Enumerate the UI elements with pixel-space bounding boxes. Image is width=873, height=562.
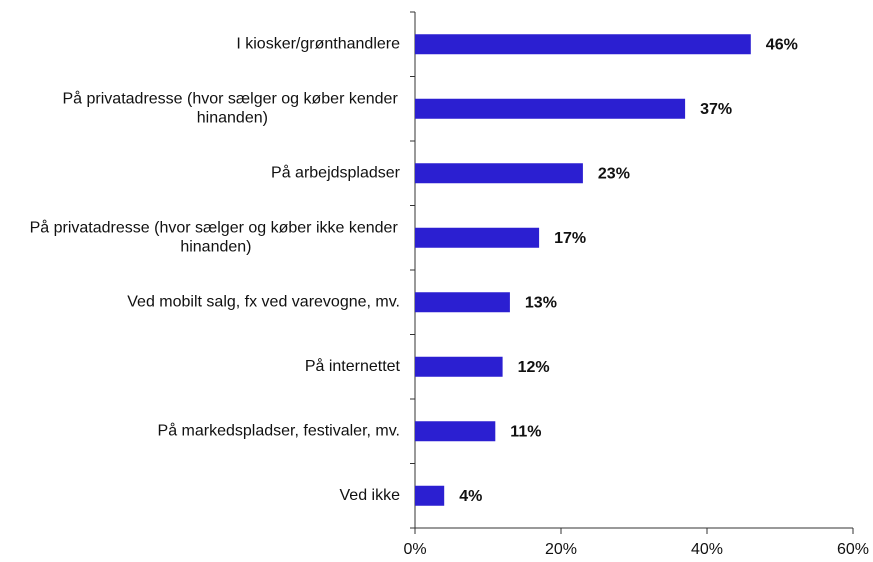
bar [415, 163, 583, 184]
category-label: Ved mobilt salg, fx ved varevogne, mv. [127, 293, 400, 310]
bar [415, 485, 445, 506]
x-tick-label: 60% [837, 541, 869, 558]
value-label: 37% [700, 101, 732, 118]
category-label: I kiosker/grønthandlere [236, 35, 400, 52]
bar [415, 227, 540, 248]
value-label: 13% [525, 294, 557, 311]
category-label: På privatadresse (hvor sælger og køber k… [63, 89, 403, 126]
x-tick-label: 20% [545, 541, 577, 558]
category-label: Ved ikke [340, 487, 401, 504]
value-label: 17% [554, 230, 586, 247]
value-label: 4% [459, 488, 482, 505]
bar [415, 34, 751, 55]
bar [415, 356, 503, 377]
category-label: På internettet [305, 357, 401, 375]
value-label: 23% [598, 165, 630, 182]
value-label: 11% [510, 423, 541, 440]
bar [415, 421, 496, 442]
value-label: 12% [518, 359, 550, 376]
bar [415, 292, 510, 313]
x-tick-label: 40% [691, 541, 723, 558]
x-tick-label: 0% [403, 541, 426, 558]
bar [415, 98, 686, 119]
value-label: 46% [766, 36, 798, 53]
category-label: På markedspladser, festivaler, mv. [158, 421, 400, 439]
category-label: På arbejdspladser [271, 163, 401, 181]
category-label: På privatadresse (hvor sælger og køber i… [30, 218, 403, 255]
